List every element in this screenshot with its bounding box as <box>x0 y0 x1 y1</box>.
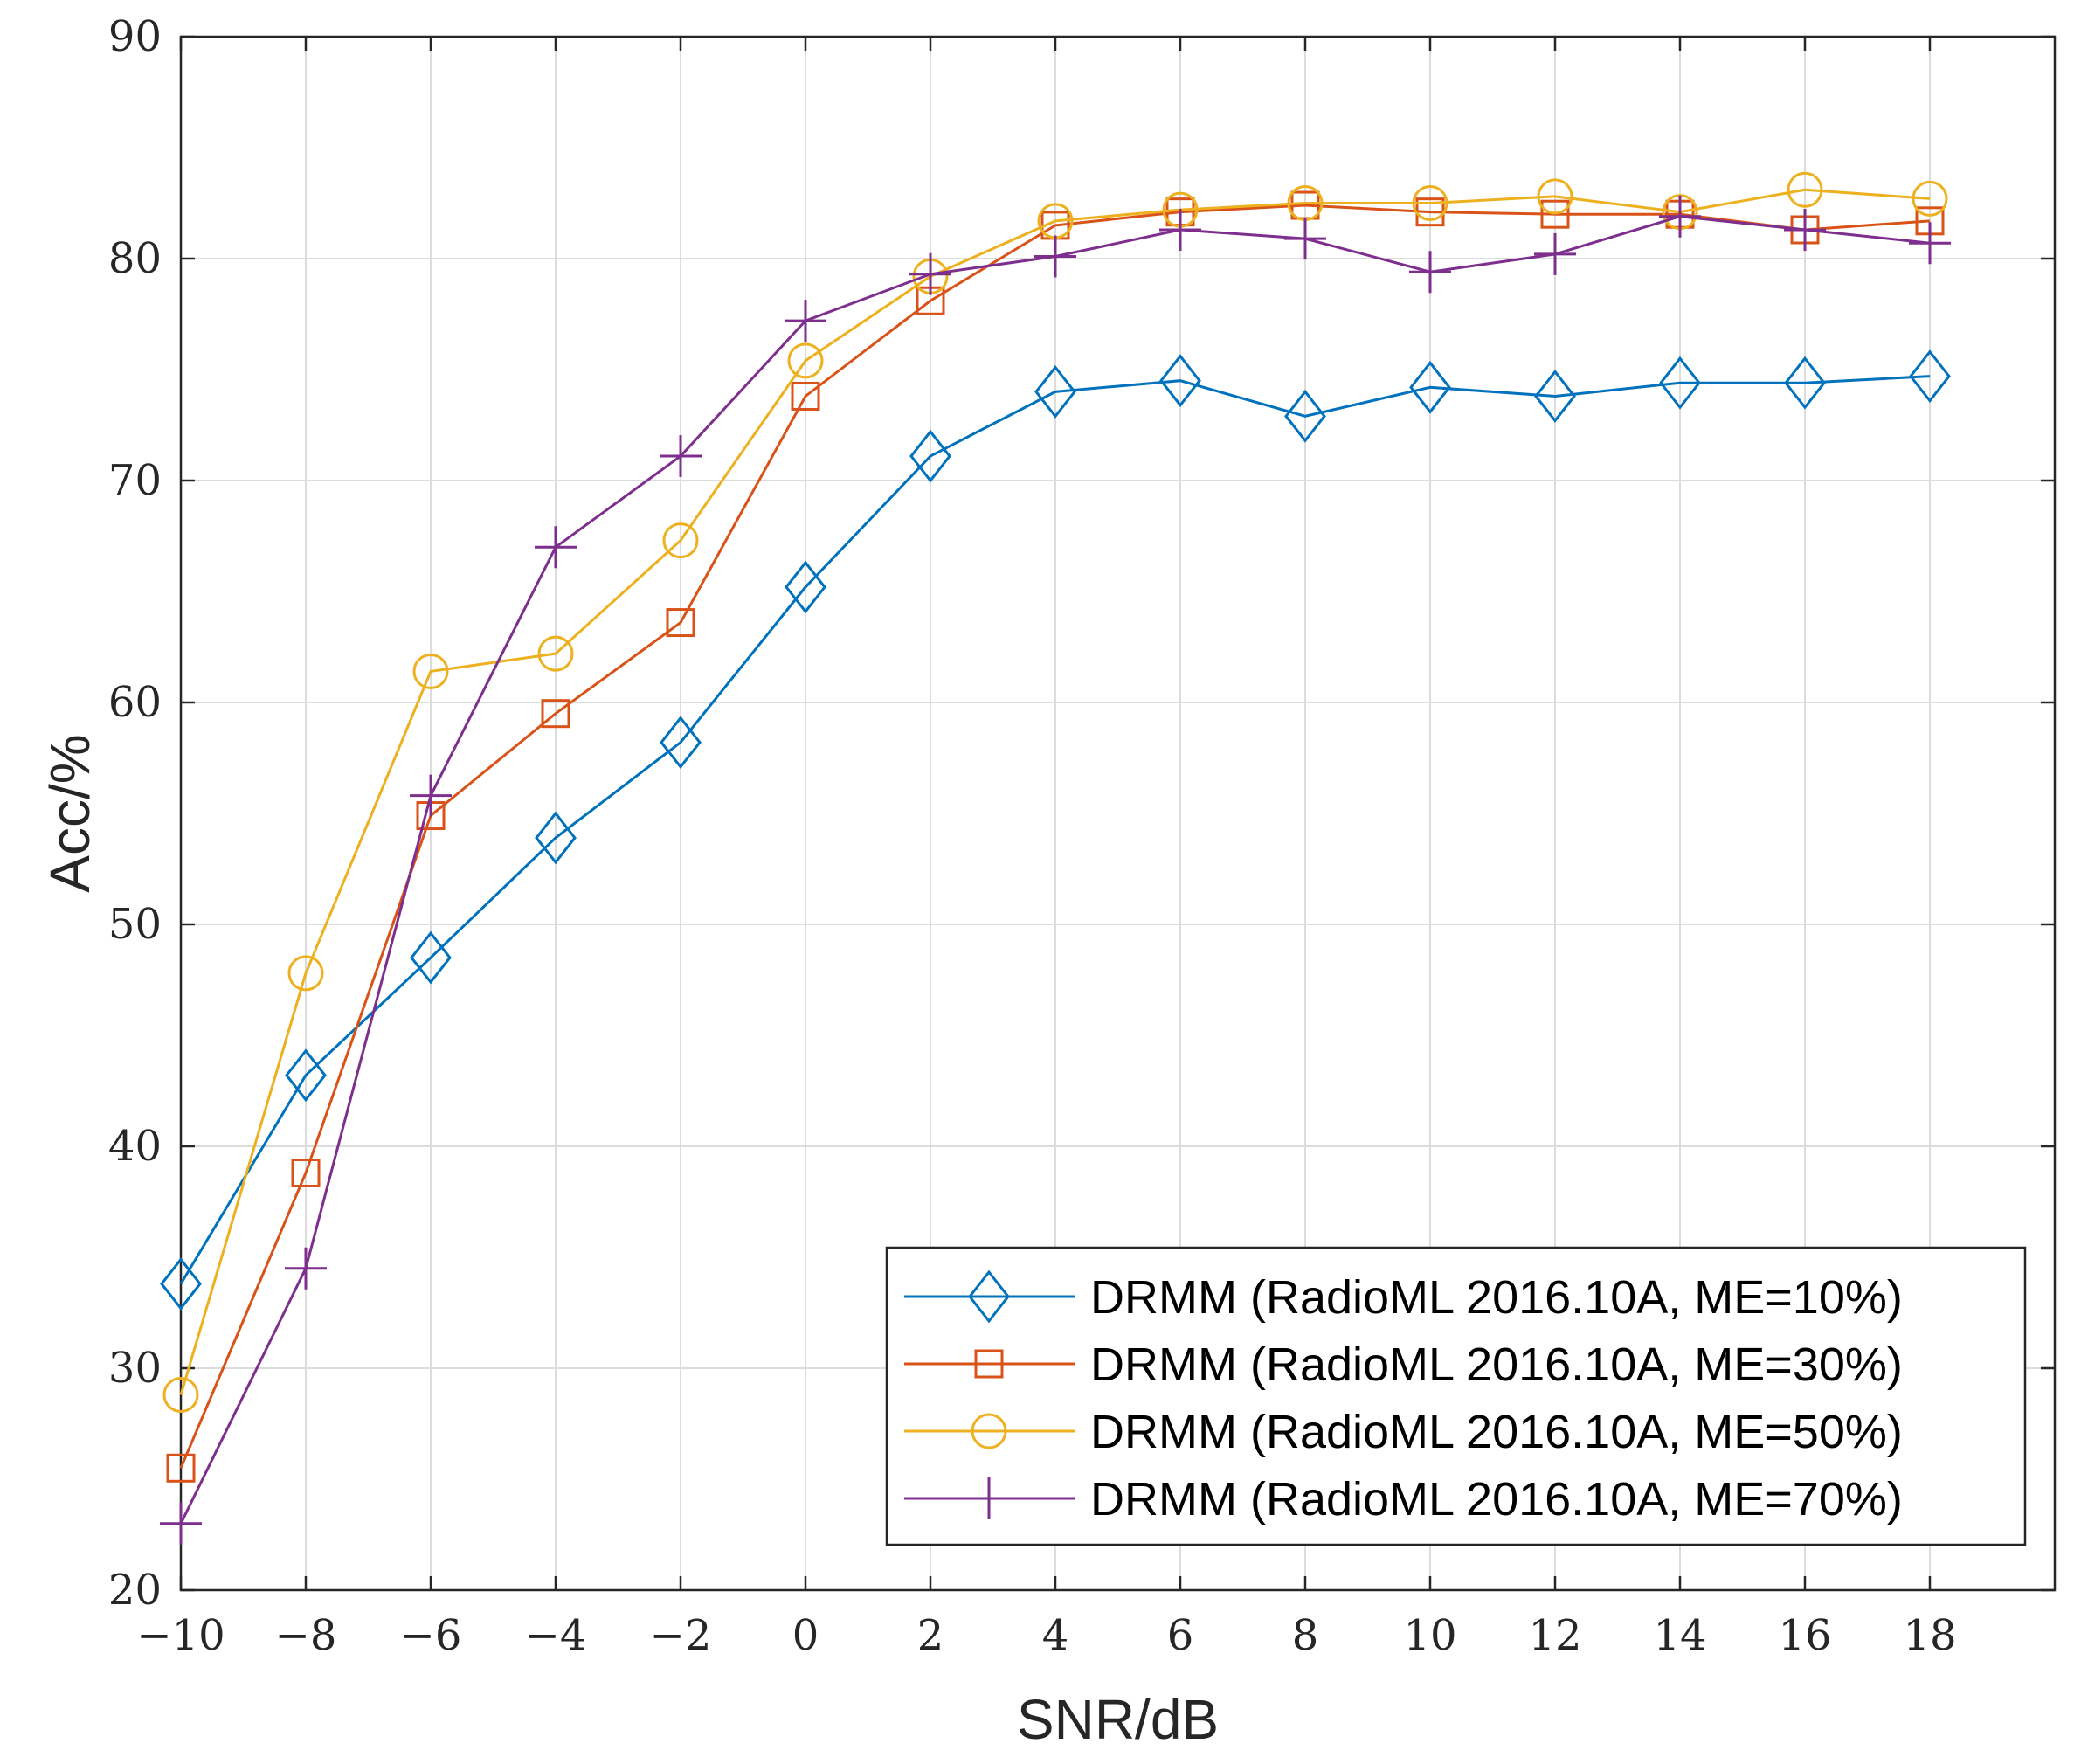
plus-marker <box>1534 232 1576 275</box>
diamond-marker <box>660 716 702 770</box>
x-tick-label: 14 <box>1653 1611 1706 1660</box>
x-tick-label: 10 <box>1403 1611 1456 1660</box>
legend: DRMM (RadioML 2016.10A, ME=10%) DRMM (Rad… <box>885 1246 2027 1546</box>
plus-marker <box>410 774 452 817</box>
diamond-marker <box>785 560 826 614</box>
x-tick-label: 4 <box>1042 1611 1069 1660</box>
legend-box <box>885 1246 2027 1546</box>
y-tick-label: 60 <box>108 678 162 727</box>
y-tick-label: 40 <box>108 1122 162 1171</box>
circle-marker <box>1787 171 1823 208</box>
square-marker <box>791 381 820 411</box>
circle-marker <box>287 955 324 992</box>
plus-marker <box>1784 208 1826 251</box>
x-tick-label: 8 <box>1292 1611 1319 1660</box>
y-tick-label: 90 <box>108 12 162 61</box>
y-tick-labels: 20 30 40 50 60 70 80 90 <box>108 12 162 1615</box>
circle-marker <box>1912 180 1948 217</box>
x-tick-label: 12 <box>1528 1611 1581 1660</box>
x-tick-label: −2 <box>650 1611 712 1660</box>
plus-marker <box>160 1502 202 1545</box>
diamond-marker <box>968 1269 1010 1324</box>
circle-marker <box>1537 178 1573 215</box>
square-marker <box>541 699 570 729</box>
x-tick-label: 0 <box>792 1611 819 1660</box>
plus-marker <box>660 435 702 478</box>
y-tick-label: 70 <box>108 456 162 505</box>
square-marker <box>166 1453 196 1483</box>
plus-marker <box>1909 222 1951 265</box>
circle-marker <box>787 342 824 379</box>
square-marker <box>1540 199 1570 229</box>
square-marker <box>666 608 695 638</box>
x-tick-label: −6 <box>400 1611 462 1660</box>
plus-marker <box>968 1477 1010 1519</box>
y-tick-label: 80 <box>108 234 162 283</box>
diamond-marker <box>285 1048 327 1103</box>
square-marker <box>974 1349 1004 1379</box>
plot-area-frame <box>179 35 2057 1592</box>
circle-marker <box>662 522 699 559</box>
diamond-marker <box>909 429 951 483</box>
square-marker <box>291 1158 321 1187</box>
plus-marker <box>909 252 951 295</box>
x-axis-label: SNR/dB <box>1017 1688 1219 1751</box>
plus-marker <box>1034 235 1076 278</box>
circle-marker <box>537 635 574 672</box>
diamond-marker <box>1284 389 1326 443</box>
diamond-marker <box>1784 356 1826 410</box>
diamond-marker <box>160 1257 202 1311</box>
series-line <box>179 375 1931 1285</box>
plus-marker <box>1159 208 1201 251</box>
series-1 <box>160 349 1951 1311</box>
diamond-marker <box>1034 364 1076 419</box>
diamond-marker <box>1534 370 1576 423</box>
plus-marker <box>535 526 577 569</box>
diamond-marker <box>410 930 452 985</box>
diamond-marker <box>1159 354 1201 408</box>
x-tick-label: 6 <box>1167 1611 1194 1660</box>
legend-item: DRMM (RadioML 2016.10A, ME=50%) <box>904 1406 1903 1458</box>
series-layer <box>160 171 1951 1545</box>
legend-item: DRMM (RadioML 2016.10A, ME=30%) <box>904 1339 1903 1391</box>
y-tick-label: 50 <box>108 900 162 949</box>
series-4 <box>160 195 1951 1545</box>
circle-marker <box>162 1376 199 1413</box>
diamond-marker <box>1909 349 1951 404</box>
legend-label: DRMM (RadioML 2016.10A, ME=50%) <box>1090 1406 1903 1458</box>
axis-ticks <box>179 35 2055 1592</box>
circle-marker <box>971 1413 1007 1449</box>
y-axis-label: Acc/% <box>38 734 101 892</box>
x-tick-label: 16 <box>1778 1611 1831 1660</box>
x-tick-label: −4 <box>525 1611 587 1660</box>
legend-label: DRMM (RadioML 2016.10A, ME=70%) <box>1090 1473 1903 1525</box>
series-line <box>179 204 1931 1469</box>
series-line <box>179 188 1931 1395</box>
diamond-marker <box>535 811 577 865</box>
x-tick-label: −8 <box>275 1611 337 1660</box>
y-tick-label: 20 <box>108 1566 162 1615</box>
plus-marker <box>285 1247 327 1290</box>
plus-marker <box>1409 251 1451 294</box>
y-tick-label: 30 <box>108 1344 162 1393</box>
legend-label: DRMM (RadioML 2016.10A, ME=30%) <box>1090 1339 1903 1391</box>
diamond-marker <box>1409 360 1451 414</box>
circle-marker <box>1412 185 1448 221</box>
plus-marker <box>1659 195 1701 238</box>
legend-label: DRMM (RadioML 2016.10A, ME=10%) <box>1090 1271 1903 1324</box>
legend-item: DRMM (RadioML 2016.10A, ME=10%) <box>904 1269 1903 1324</box>
x-tick-label: −10 <box>136 1611 225 1660</box>
diamond-marker <box>1659 356 1701 410</box>
plus-marker <box>1284 218 1326 260</box>
x-tick-label: 18 <box>1903 1611 1956 1660</box>
legend-item: DRMM (RadioML 2016.10A, ME=70%) <box>904 1473 1903 1525</box>
circle-marker <box>412 653 449 689</box>
plus-marker <box>785 300 826 342</box>
x-tick-label: 2 <box>917 1611 944 1660</box>
x-tick-labels: −10 −8 −6 −4 −2 0 2 4 6 8 10 12 14 16 18 <box>136 1611 1956 1660</box>
